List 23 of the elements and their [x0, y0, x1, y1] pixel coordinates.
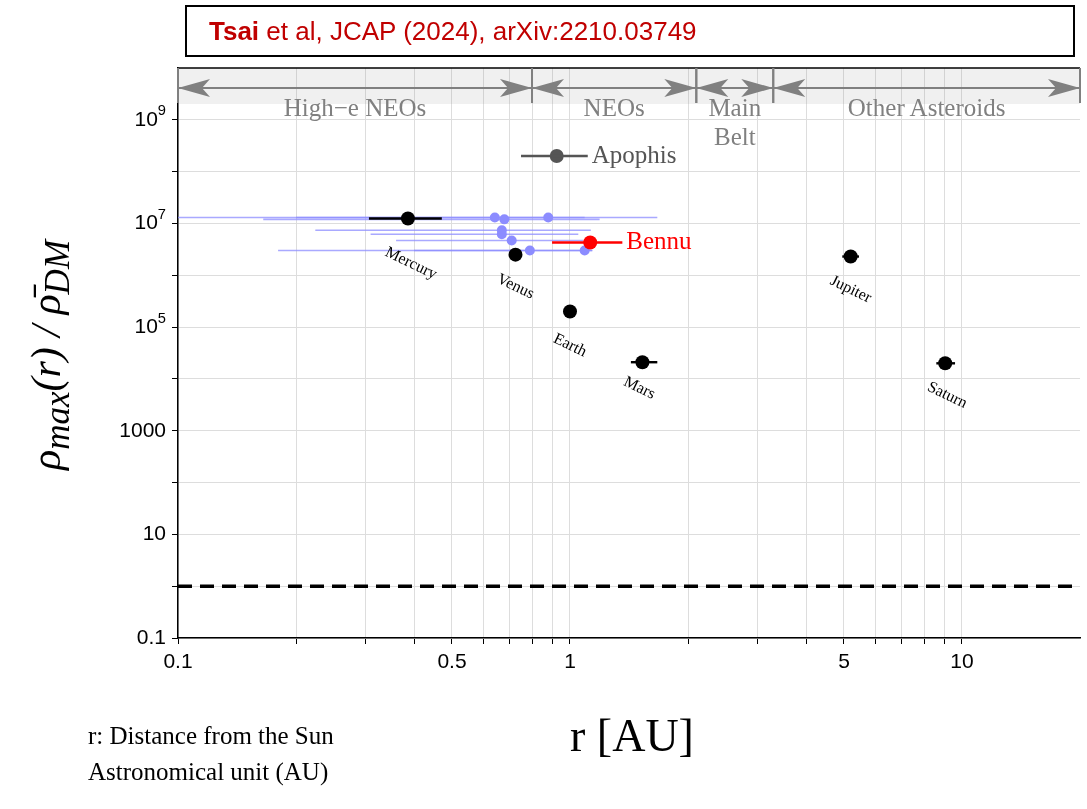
series-label: Apophis	[591, 140, 677, 168]
text: Saturn	[925, 377, 971, 411]
text: Earth	[551, 329, 590, 360]
band-label: NEOs	[583, 93, 645, 121]
band-label: Other Asteroids	[847, 93, 1006, 121]
chart-title: Tsai et al, JCAP (2024), arXiv:2210.03749	[185, 5, 1075, 57]
band-label: High−e NEOs	[283, 93, 427, 121]
text: Venus	[494, 269, 538, 302]
band-label: Main Belt	[708, 93, 762, 150]
y-tick-label: 0.1	[136, 624, 167, 648]
series-label: Bennu	[626, 227, 693, 255]
x-tick-label: 10	[950, 649, 974, 673]
y-tick-label: 10	[142, 521, 166, 545]
x-tick-label: 1	[564, 649, 576, 673]
x-tick-label: 0.5	[437, 649, 467, 673]
x-tick-label: 0.1	[163, 649, 193, 673]
text: Mars	[621, 372, 659, 402]
text: Astronomical unit (AU)	[88, 758, 329, 786]
y-tick-label: 1000	[119, 417, 166, 441]
x-tick-label: 5	[838, 649, 850, 673]
text: Jupiter	[827, 271, 876, 307]
text: r: Distance from the Sun	[88, 722, 334, 750]
x-axis-title: r [AU]	[570, 708, 694, 762]
